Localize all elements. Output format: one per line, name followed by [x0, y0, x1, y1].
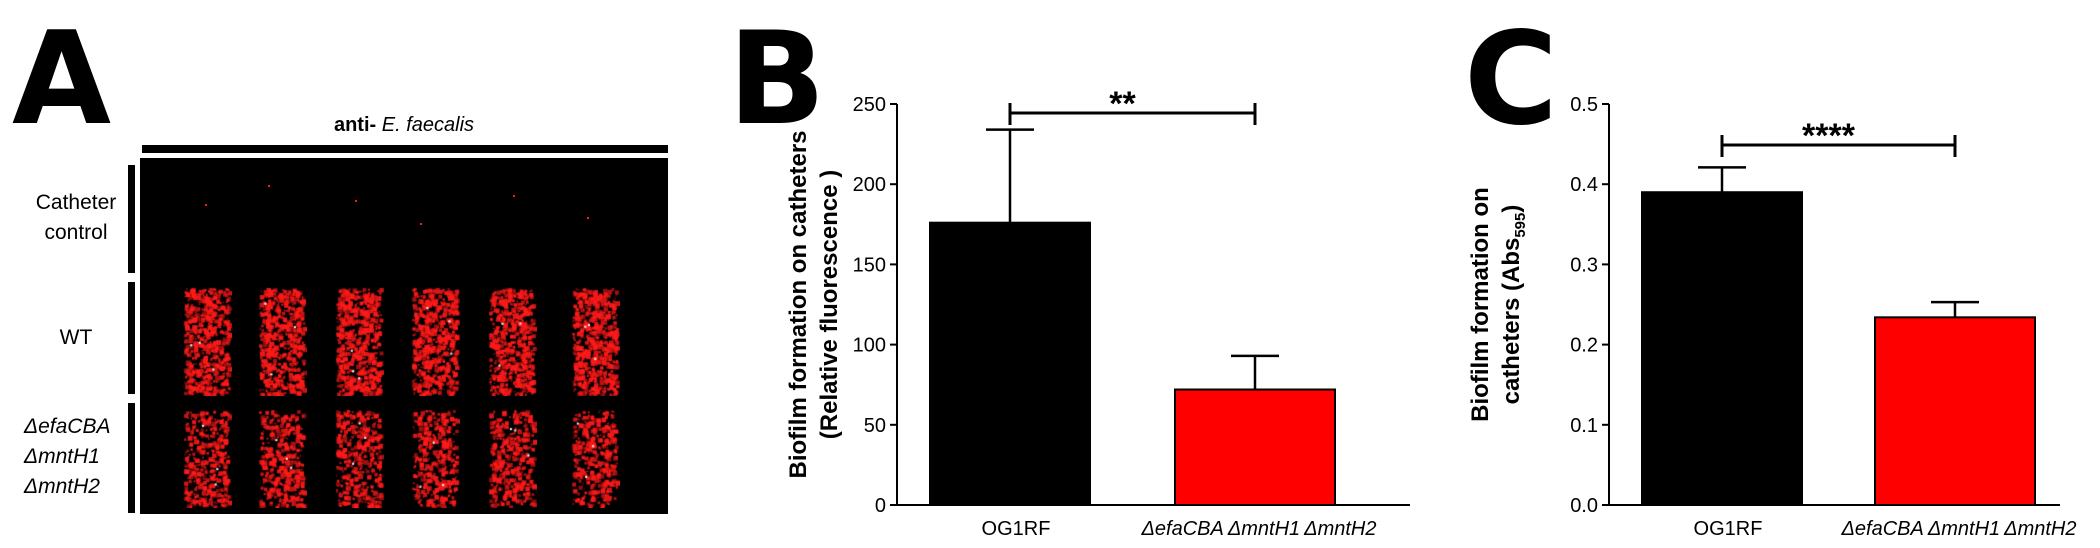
y-tick-label: 0.4: [1570, 174, 1598, 196]
catheter-segment: [332, 286, 384, 396]
row-label-mutant: ΔefaCBA ΔmntH1 ΔmntH2: [24, 415, 111, 498]
catheter-segment: [485, 408, 537, 508]
panel-letter-b: B: [728, 5, 826, 154]
catheter-segment: [485, 170, 537, 270]
y-tick-label: 250: [853, 94, 886, 116]
y-tick-label: 200: [853, 174, 886, 196]
y-tick-label: 0.1: [1570, 415, 1598, 437]
bar: [929, 221, 1091, 506]
y-tick-label: 150: [853, 254, 886, 276]
catheter-segment: [255, 286, 307, 396]
x-tick-label: ΔefaCBA ΔmntH1 ΔmntH2: [1141, 518, 1377, 540]
y-tick-label: 0: [875, 495, 886, 517]
chart-c: 0.0 0.1 0.2 0.3 0.4 0.5 OG1RF ΔefaCBA ΔmntH1 Δmnt…: [1470, 94, 2077, 540]
y-tick-label: 0.3: [1570, 254, 1598, 276]
row-label-control: Catheter control: [35, 191, 117, 244]
bar: [1874, 316, 2036, 506]
row-label-wt: WT: [59, 326, 93, 349]
y-tick-label: 100: [853, 335, 886, 357]
x-tick-label: OG1RF: [982, 518, 1051, 540]
y-tick-label: 0.2: [1570, 335, 1598, 357]
catheter-segment: [180, 286, 232, 396]
panel-a: A anti- E. faecalis Catheter control WT …: [0, 0, 680, 548]
panel-letter-c: C: [1464, 5, 1558, 154]
y-tick-label: 0.5: [1570, 94, 1598, 116]
chart-b: 0 50 100 150 200 250 OG1RF ΔefaCBA ΔmntH1 ΔmntH2 *…: [785, 85, 1410, 540]
row-bracket-control: [128, 165, 135, 273]
catheter-segment: [408, 170, 460, 270]
x-tick-label: OG1RF: [1694, 518, 1763, 540]
catheter-segment: [332, 170, 384, 270]
x-tick-label: ΔefaCBA ΔmntH1 ΔmntH2: [1841, 518, 2077, 540]
catheter-segment: [568, 286, 620, 396]
y-axis-label: Biofilm formation oncatheters (Abs595): [1470, 187, 1529, 422]
y-tick-label: 50: [864, 415, 886, 437]
row-bracket-wt: [128, 282, 135, 394]
catheter-segment: [568, 170, 620, 270]
catheter-segment: [408, 286, 460, 396]
significance-marker: **: [1109, 85, 1136, 123]
panel-a-header-bar: [142, 145, 668, 153]
catheter-segment: [255, 408, 307, 508]
catheter-segment: [255, 170, 307, 270]
catheter-segment: [332, 408, 384, 508]
catheter-segment: [568, 408, 620, 508]
row-bracket-mutant: [128, 403, 135, 513]
catheter-fluorescence-image: [140, 158, 668, 514]
panel-letter-a: A: [12, 5, 111, 154]
bar: [1641, 191, 1803, 506]
panel-a-header-prefix: anti-: [333, 114, 377, 136]
panel-a-header: anti- E. faecalis: [140, 114, 668, 137]
panel-a-header-organism: E. faecalis: [381, 114, 475, 136]
catheter-segment: [180, 408, 232, 508]
y-tick-label: 0.0: [1570, 495, 1598, 517]
catheter-segment: [408, 408, 460, 508]
bar: [1174, 388, 1336, 506]
catheter-segment: [180, 170, 232, 270]
catheter-segment: [485, 286, 537, 396]
significance-marker: ****: [1802, 117, 1856, 155]
y-axis-label: Biofilm formation on catheters (Relative …: [785, 130, 843, 478]
